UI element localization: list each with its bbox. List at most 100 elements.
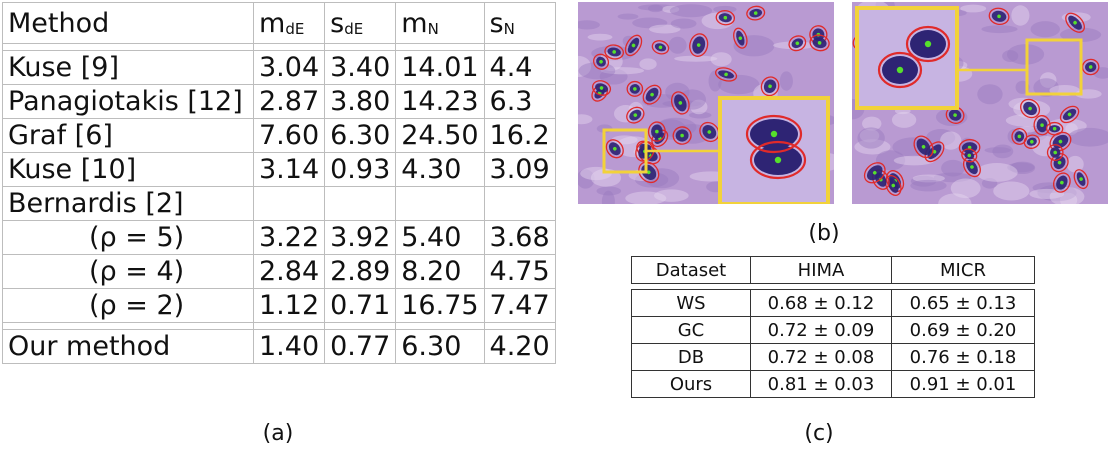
s-de-value: 0.93 — [324, 152, 397, 187]
table-row: Ours 0.81 ± 0.03 0.91 ± 0.01 — [631, 370, 1035, 398]
tissue-texture — [891, 111, 917, 128]
method-param: (ρ = 5) — [2, 220, 254, 255]
nucleus — [593, 53, 610, 70]
nucleus — [962, 156, 981, 178]
tissue-texture — [862, 116, 882, 131]
s-n-value: 6.3 — [483, 84, 556, 119]
tissue-texture — [981, 177, 998, 189]
s-de-value: 0.71 — [324, 288, 397, 323]
micrograph-right — [852, 2, 1108, 204]
table-row: GC 0.72 ± 0.09 0.69 ± 0.20 — [631, 316, 1035, 344]
tissue-texture — [940, 131, 962, 150]
tissue-texture — [708, 70, 722, 92]
header-s-n: sN — [483, 2, 556, 44]
nucleus — [699, 121, 720, 143]
tissue-texture — [649, 24, 681, 34]
tissue-texture — [859, 128, 880, 143]
m-de-value — [252, 186, 326, 221]
nucleus — [1065, 12, 1085, 33]
hima-cell: 0.81 ± 0.03 — [750, 370, 892, 398]
tissue-texture — [654, 189, 689, 202]
m-n-value: 6.30 — [395, 329, 485, 364]
nucleus — [1073, 169, 1089, 190]
tissue-texture — [950, 178, 981, 199]
nucleus — [624, 34, 643, 57]
tissue-texture — [1002, 50, 1019, 63]
dataset-cell: DB — [631, 343, 751, 371]
nucleus — [647, 121, 666, 142]
tissue-texture — [669, 4, 713, 18]
tissue-texture — [938, 193, 972, 204]
nucleus — [1053, 172, 1071, 193]
m-n-value: 5.40 — [395, 220, 485, 255]
tissue-texture — [713, 5, 737, 13]
tissue-texture — [674, 55, 718, 62]
tissue-texture — [1005, 114, 1047, 127]
table-row: DB 0.72 ± 0.08 0.76 ± 0.18 — [631, 343, 1035, 371]
tissue-texture — [992, 144, 1014, 159]
s-de-value: 3.40 — [324, 50, 397, 85]
micr-cell: 0.91 ± 0.01 — [891, 370, 1035, 398]
m-de-value: 2.87 — [252, 84, 326, 119]
tissue-texture — [1068, 127, 1108, 147]
tissue-texture — [941, 159, 965, 177]
table-row: Kuse [9] 3.04 3.40 14.01 4.4 — [2, 50, 556, 85]
s-n-value: 4.20 — [483, 329, 556, 364]
highlight-box-zoom — [718, 96, 830, 204]
highlight-box-small — [1025, 38, 1083, 96]
table-row: (ρ = 4) 2.84 2.89 8.20 4.75 — [2, 254, 556, 289]
tissue-texture — [578, 169, 595, 189]
m-de-value: 1.12 — [252, 288, 326, 323]
nucleus — [1033, 115, 1051, 136]
nucleus — [604, 44, 625, 60]
caption-b: (b) — [808, 221, 840, 246]
tissue-texture — [647, 4, 663, 13]
tissue-texture — [710, 52, 732, 67]
tissue-texture — [1030, 21, 1060, 38]
table-row: (ρ = 2) 1.12 0.71 16.75 7.47 — [2, 288, 556, 323]
tissue-texture — [1011, 5, 1030, 26]
nucleus — [1059, 105, 1080, 124]
m-n-value — [395, 186, 485, 221]
m-de-value: 3.04 — [252, 50, 326, 85]
zoomed-nuclei — [877, 25, 951, 89]
tissue-texture — [639, 58, 657, 70]
tissue-texture — [960, 4, 987, 13]
nucleus — [1050, 153, 1069, 173]
method-name: Kuse [9] — [2, 50, 254, 85]
micr-cell: 0.69 ± 0.20 — [891, 316, 1035, 344]
tissue-texture — [1039, 72, 1057, 88]
tissue-texture — [1093, 67, 1108, 79]
tissue-texture — [578, 114, 593, 125]
table-row-ours: Our method 1.40 0.77 6.30 4.20 — [2, 329, 556, 364]
tissue-texture — [1029, 188, 1065, 200]
m-de-value: 7.60 — [252, 118, 326, 153]
method-param: (ρ = 2) — [2, 288, 254, 323]
table-row: (ρ = 5) 3.22 3.92 5.40 3.68 — [2, 220, 556, 255]
caption-c: (c) — [804, 421, 834, 446]
nucleus — [1023, 134, 1041, 149]
s-de-value: 3.80 — [324, 84, 397, 119]
tissue-texture — [1009, 161, 1036, 175]
nucleus — [788, 35, 807, 52]
tissue-texture — [600, 67, 645, 75]
nucleus — [1081, 58, 1100, 76]
zoomed-nuclei — [745, 114, 807, 180]
tissue-texture — [601, 190, 615, 204]
nucleus — [672, 126, 692, 145]
tissue-texture — [670, 18, 697, 29]
header-m-n: mN — [395, 2, 485, 44]
nucleus — [809, 34, 830, 52]
method-name: Graf [6] — [2, 118, 254, 153]
tissue-texture — [718, 74, 760, 95]
s-de-value: 0.77 — [324, 329, 397, 364]
m-de-value: 3.22 — [252, 220, 326, 255]
table-a-gap — [2, 43, 556, 51]
micrograph-right-image — [852, 2, 1108, 204]
hima-cell: 0.72 ± 0.08 — [750, 343, 892, 371]
tissue-texture — [617, 13, 639, 20]
header-hima: HIMA — [750, 256, 892, 284]
tissue-texture — [1066, 155, 1084, 173]
hima-cell: 0.72 ± 0.09 — [750, 316, 892, 344]
table-row: Panagiotakis [12] 2.87 3.80 14.23 6.3 — [2, 84, 556, 119]
